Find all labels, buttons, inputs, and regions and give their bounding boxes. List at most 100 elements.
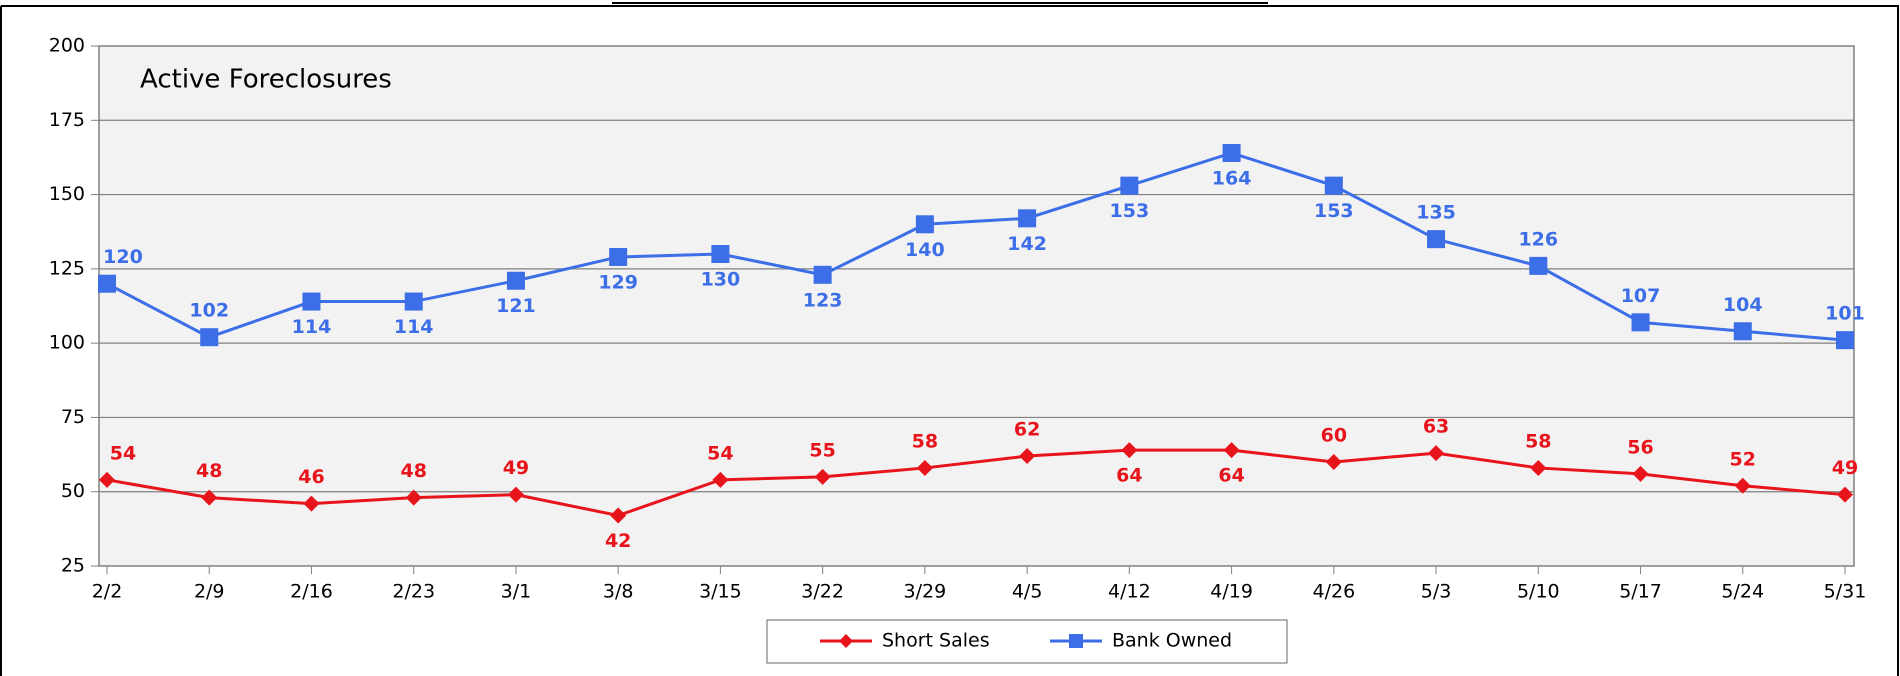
marker xyxy=(1529,256,1548,275)
marker xyxy=(1530,459,1547,476)
series-line xyxy=(106,448,1846,518)
x-tick-label: 4/26 xyxy=(1312,581,1355,603)
y-tick-label: 200 xyxy=(49,35,85,57)
y-tick-label: 100 xyxy=(49,332,85,354)
x-tick-label: 3/15 xyxy=(699,581,742,603)
marker xyxy=(1632,465,1649,482)
marker xyxy=(1837,486,1853,503)
marker xyxy=(506,271,525,290)
legend-label: Short Sales xyxy=(882,630,990,652)
data-label: 48 xyxy=(400,460,426,482)
data-label: 48 xyxy=(196,460,222,482)
data-label: 56 xyxy=(1627,436,1653,458)
x-tick-label: 5/31 xyxy=(1824,581,1867,603)
data-label: 129 xyxy=(598,271,638,293)
data-label: 107 xyxy=(1621,285,1661,307)
y-tick-label: 50 xyxy=(61,480,85,502)
marker xyxy=(610,507,627,524)
x-tick-label: 2/9 xyxy=(194,581,225,603)
data-label: 126 xyxy=(1518,228,1558,250)
y-tick-label: 75 xyxy=(61,406,85,428)
data-label: 64 xyxy=(1116,465,1142,487)
marker xyxy=(200,328,219,347)
data-label: 54 xyxy=(707,442,733,464)
marker xyxy=(1428,445,1445,462)
marker xyxy=(1836,331,1854,350)
data-label: 58 xyxy=(912,430,938,452)
marker xyxy=(1324,176,1343,195)
marker xyxy=(1019,448,1036,465)
data-label: 120 xyxy=(103,246,143,268)
marker xyxy=(1325,454,1342,470)
marker xyxy=(303,495,320,512)
marker xyxy=(98,274,116,293)
series-line xyxy=(106,151,1846,342)
data-label: 114 xyxy=(394,316,434,338)
data-label: 49 xyxy=(1832,457,1858,479)
data-label: 102 xyxy=(189,300,229,322)
marker xyxy=(1222,143,1241,162)
marker xyxy=(1121,442,1138,459)
data-label: 55 xyxy=(809,439,835,461)
marker xyxy=(1223,442,1240,459)
data-label: 104 xyxy=(1723,294,1763,316)
data-label: 140 xyxy=(905,239,945,261)
marker xyxy=(814,468,831,485)
data-label: 63 xyxy=(1423,416,1449,438)
data-label: 42 xyxy=(605,530,631,552)
x-tick-label: 5/17 xyxy=(1619,581,1662,603)
marker xyxy=(813,265,832,284)
x-tick-label: 2/2 xyxy=(92,581,123,603)
marker xyxy=(711,245,730,263)
x-tick-label: 3/8 xyxy=(603,581,634,603)
data-label: 49 xyxy=(503,457,529,479)
x-tick-label: 2/23 xyxy=(392,581,435,603)
marker xyxy=(1018,209,1037,228)
data-label: 54 xyxy=(110,442,136,464)
marker xyxy=(1734,477,1751,494)
marker xyxy=(404,292,423,311)
data-label: 130 xyxy=(701,269,741,291)
plot-area xyxy=(98,45,1855,567)
data-label: 58 xyxy=(1525,430,1551,452)
marker xyxy=(302,292,321,311)
y-tick-label: 25 xyxy=(61,555,85,577)
x-tick-label: 5/24 xyxy=(1721,581,1764,603)
x-tick-label: 4/5 xyxy=(1012,581,1043,603)
data-label: 121 xyxy=(496,295,536,317)
y-tick-label: 175 xyxy=(49,109,85,131)
legend-marker xyxy=(839,634,853,648)
data-label: 114 xyxy=(292,316,332,338)
marker xyxy=(609,247,628,266)
x-tick-label: 5/10 xyxy=(1517,581,1560,603)
x-tick-label: 3/29 xyxy=(904,581,947,603)
data-label: 52 xyxy=(1730,448,1756,470)
marker xyxy=(1427,230,1446,249)
legend-marker xyxy=(1069,634,1083,648)
marker xyxy=(1120,176,1139,195)
data-label: 135 xyxy=(1416,202,1456,224)
marker xyxy=(1631,313,1650,332)
x-tick-label: 4/12 xyxy=(1108,581,1151,603)
y-tick-label: 150 xyxy=(49,183,85,205)
marker xyxy=(201,489,218,506)
data-label: 60 xyxy=(1321,425,1347,447)
y-tick-label: 125 xyxy=(49,257,85,279)
data-label: 153 xyxy=(1314,200,1354,222)
x-tick-label: 3/22 xyxy=(801,581,844,603)
x-tick-label: 4/19 xyxy=(1210,581,1253,603)
marker xyxy=(712,471,729,488)
data-label: 123 xyxy=(803,289,843,311)
marker xyxy=(405,489,422,506)
x-tick-label: 5/3 xyxy=(1421,581,1452,603)
marker xyxy=(915,215,934,234)
data-label: 62 xyxy=(1014,419,1040,441)
legend-label: Bank Owned xyxy=(1112,630,1232,652)
x-tick-label: 2/16 xyxy=(290,581,333,603)
data-label: 164 xyxy=(1212,167,1252,189)
data-label: 64 xyxy=(1218,465,1244,487)
data-label: 101 xyxy=(1825,303,1865,325)
marker xyxy=(916,459,933,476)
